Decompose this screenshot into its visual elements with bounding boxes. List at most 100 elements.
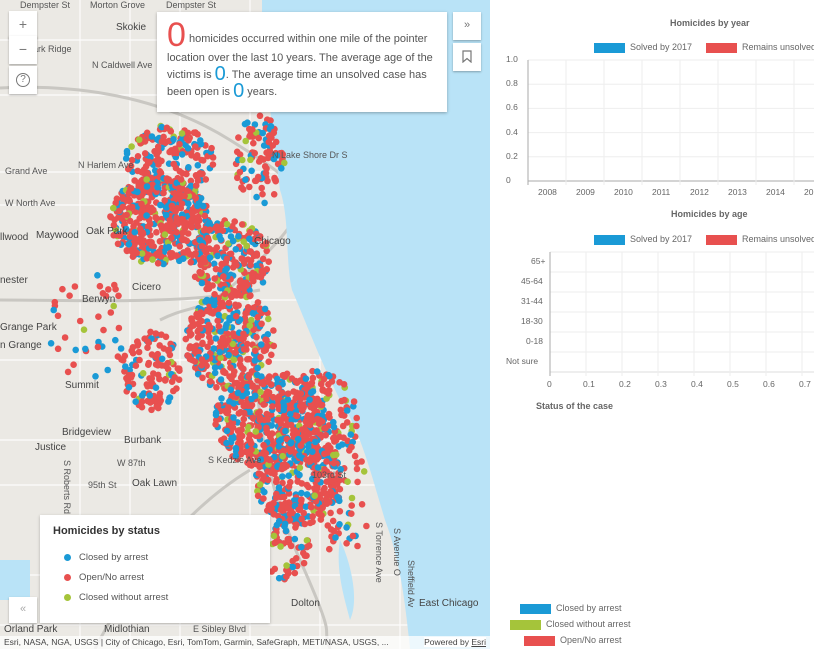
- incident-dot[interactable]: [138, 250, 146, 257]
- incident-dot[interactable]: [291, 569, 299, 577]
- incident-dot[interactable]: [145, 359, 153, 367]
- incident-dot[interactable]: [256, 306, 264, 314]
- incident-dot[interactable]: [128, 143, 135, 150]
- incident-dot[interactable]: [281, 520, 289, 528]
- incident-dot[interactable]: [249, 310, 257, 317]
- incident-dot[interactable]: [285, 483, 293, 490]
- incident-dot[interactable]: [178, 130, 186, 137]
- incident-dot[interactable]: [286, 536, 293, 543]
- incident-dot[interactable]: [282, 427, 289, 435]
- incident-dot[interactable]: [265, 358, 273, 366]
- incident-dot[interactable]: [360, 468, 368, 475]
- incident-dot[interactable]: [153, 151, 160, 158]
- incident-dot[interactable]: [161, 231, 169, 238]
- incident-dot[interactable]: [187, 177, 195, 185]
- incident-dot[interactable]: [227, 375, 235, 382]
- incident-dot[interactable]: [115, 324, 123, 332]
- incident-dot[interactable]: [213, 384, 220, 391]
- incident-dot[interactable]: [183, 170, 190, 178]
- incident-dot[interactable]: [311, 492, 319, 500]
- incident-dot[interactable]: [250, 304, 257, 312]
- incident-dot[interactable]: [246, 235, 253, 243]
- incident-dot[interactable]: [358, 501, 366, 508]
- incident-dot[interactable]: [166, 148, 173, 156]
- incident-dot[interactable]: [256, 481, 264, 488]
- incident-dot[interactable]: [253, 193, 260, 201]
- incident-dot[interactable]: [246, 431, 254, 439]
- incident-dot[interactable]: [177, 176, 185, 183]
- incident-dot[interactable]: [260, 495, 267, 502]
- incident-dot[interactable]: [180, 255, 187, 262]
- incident-dot[interactable]: [249, 126, 256, 133]
- incident-dot[interactable]: [176, 168, 184, 175]
- incident-dot[interactable]: [287, 440, 295, 447]
- incident-dot[interactable]: [333, 481, 341, 489]
- incident-dot[interactable]: [293, 521, 300, 528]
- incident-dot[interactable]: [309, 374, 317, 382]
- incident-dot[interactable]: [297, 390, 305, 397]
- incident-dot[interactable]: [160, 133, 167, 141]
- incident-dot[interactable]: [157, 222, 165, 229]
- incident-dot[interactable]: [149, 256, 156, 263]
- incident-dot[interactable]: [230, 356, 238, 364]
- incident-dot[interactable]: [230, 414, 237, 421]
- incident-dot[interactable]: [249, 414, 257, 422]
- incident-dot[interactable]: [160, 345, 168, 352]
- incident-dot[interactable]: [312, 438, 319, 446]
- incident-dot[interactable]: [240, 330, 247, 338]
- incident-dot[interactable]: [211, 275, 218, 282]
- incident-dot[interactable]: [275, 384, 282, 392]
- incident-dot[interactable]: [216, 232, 223, 240]
- incident-dot[interactable]: [146, 375, 153, 382]
- incident-dot[interactable]: [262, 346, 270, 354]
- incident-dot[interactable]: [190, 322, 197, 329]
- incident-dot[interactable]: [135, 348, 143, 356]
- incident-dot[interactable]: [244, 119, 251, 126]
- incident-dot[interactable]: [156, 393, 163, 401]
- incident-dot[interactable]: [325, 442, 332, 449]
- incident-dot[interactable]: [218, 395, 225, 402]
- incident-dot[interactable]: [232, 349, 239, 356]
- incident-dot[interactable]: [279, 389, 286, 397]
- incident-dot[interactable]: [315, 454, 322, 461]
- incident-dot[interactable]: [306, 458, 314, 465]
- incident-dot[interactable]: [125, 190, 132, 198]
- incident-dot[interactable]: [347, 431, 355, 438]
- incident-dot[interactable]: [166, 250, 174, 257]
- incident-dot[interactable]: [182, 335, 190, 343]
- incident-dot[interactable]: [309, 513, 317, 520]
- incident-dot[interactable]: [143, 183, 151, 190]
- incident-dot[interactable]: [256, 416, 264, 424]
- incident-dot[interactable]: [154, 143, 162, 151]
- incident-dot[interactable]: [322, 431, 330, 439]
- incident-dot[interactable]: [130, 391, 137, 399]
- incident-dot[interactable]: [95, 313, 102, 321]
- incident-dot[interactable]: [294, 478, 302, 485]
- incident-dot[interactable]: [277, 436, 285, 443]
- incident-dot[interactable]: [158, 331, 165, 339]
- incident-dot[interactable]: [168, 202, 176, 210]
- incident-dot[interactable]: [188, 223, 196, 231]
- incident-dot[interactable]: [119, 203, 127, 211]
- incident-dot[interactable]: [166, 351, 174, 359]
- incident-dot[interactable]: [211, 301, 218, 309]
- incident-dot[interactable]: [236, 278, 244, 286]
- incident-dot[interactable]: [141, 335, 148, 343]
- incident-dot[interactable]: [267, 501, 275, 508]
- incident-dot[interactable]: [279, 479, 286, 487]
- incident-dot[interactable]: [212, 421, 219, 428]
- incident-dot[interactable]: [135, 179, 143, 187]
- incident-dot[interactable]: [184, 213, 191, 220]
- incident-dot[interactable]: [96, 282, 104, 290]
- incident-dot[interactable]: [249, 275, 256, 283]
- incident-dot[interactable]: [325, 410, 333, 418]
- incident-dot[interactable]: [238, 221, 246, 228]
- incident-dot[interactable]: [260, 156, 267, 163]
- incident-dot[interactable]: [264, 416, 272, 423]
- incident-dot[interactable]: [187, 259, 195, 266]
- incident-dot[interactable]: [270, 342, 278, 350]
- incident-dot[interactable]: [253, 371, 261, 379]
- incident-dot[interactable]: [281, 159, 288, 167]
- incident-dot[interactable]: [286, 510, 294, 518]
- incident-dot[interactable]: [163, 222, 171, 229]
